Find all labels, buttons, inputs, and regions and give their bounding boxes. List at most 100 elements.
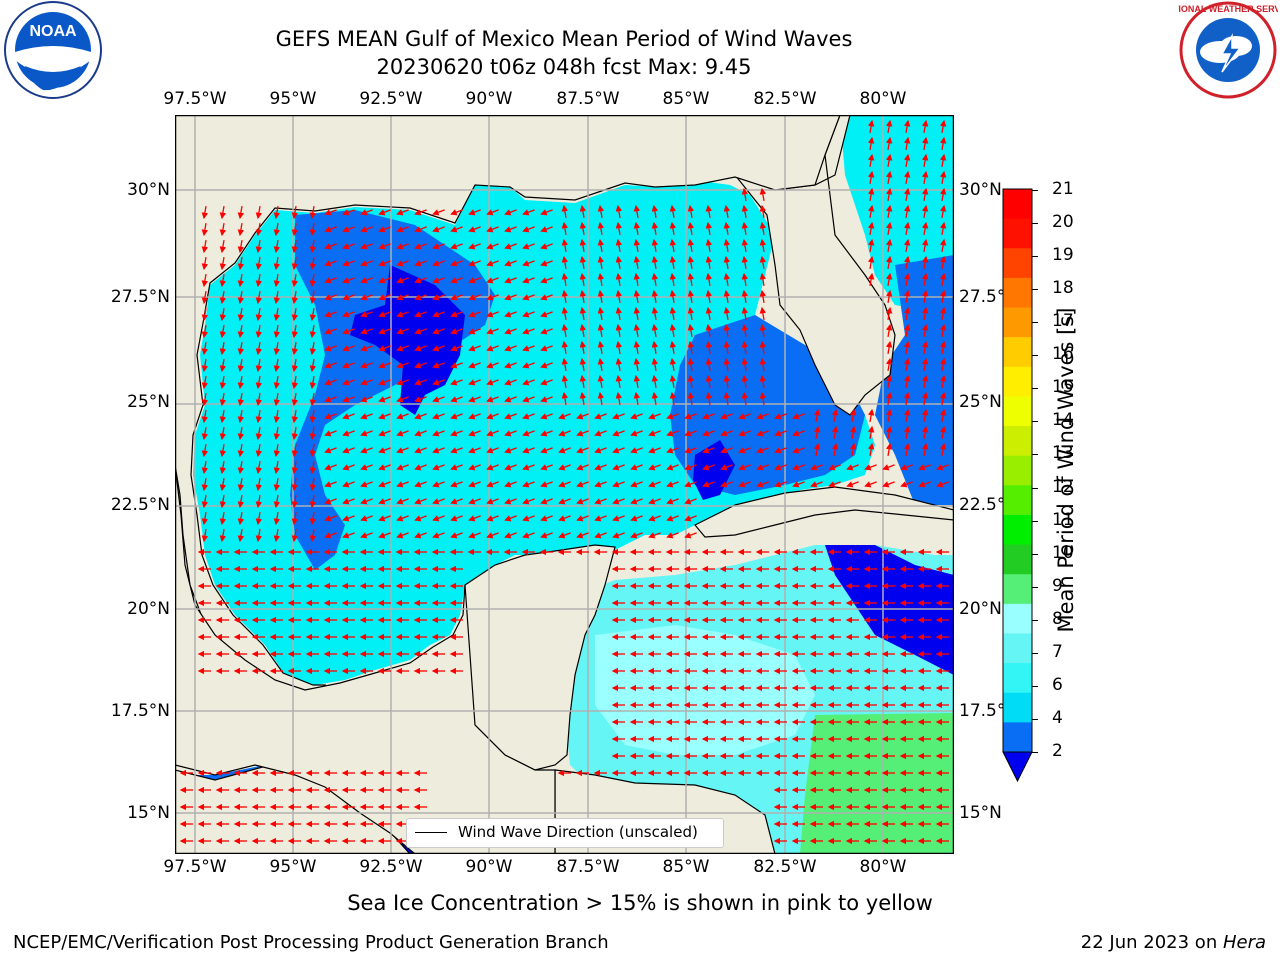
wave-arrow [612,413,625,420]
wave-arrow [219,205,227,220]
wave-arrow [342,447,355,454]
wave-arrow [903,340,911,355]
wave-arrow [468,209,481,216]
wave-arrow [324,498,337,505]
wave-arrow [615,221,623,236]
wave-arrow [939,238,947,253]
wave-arrow [885,221,893,236]
colorbar [1002,188,1033,783]
wave-arrow [324,515,337,522]
wave-arrow [273,341,281,356]
wave-arrow [522,260,535,267]
wave-arrow [936,464,949,471]
wave-arrow [309,511,317,526]
wave-arrow [342,277,355,284]
wave-arrow [669,289,677,304]
wave-arrow [651,306,659,321]
wave-arrow [201,307,209,322]
wave-arrow [450,226,463,233]
wave-arrow [666,481,679,488]
wave-arrow [687,204,695,219]
wave-arrow [468,226,481,233]
wave-arrow [939,221,947,236]
wave-arrow [669,340,677,355]
wave-arrow [342,243,355,250]
wave-arrow [468,379,481,386]
wave-arrow [741,204,749,219]
wave-arrow [813,425,821,440]
wave-arrow [741,391,749,406]
wave-arrow [939,255,947,270]
colorbar-tick-label: 19 [1052,245,1074,266]
wave-arrow [597,289,605,304]
wave-arrow [273,324,281,339]
wave-arrow [561,374,569,389]
wave-arrow [255,426,263,441]
wave-arrow [237,426,245,441]
footer-host: Hera [1222,932,1266,953]
wave-arrow [486,498,499,505]
wave-arrow [522,515,535,522]
wave-arrow [651,238,659,253]
wave-arrow [219,528,227,543]
wave-arrow [522,243,535,250]
lat-label-left: 27.5°N [110,287,170,307]
wave-arrow [576,498,589,505]
wave-arrow [255,375,263,390]
wave-arrow [396,226,409,233]
wave-arrow [414,413,427,420]
lon-label-bottom: 97.5°W [163,857,227,877]
colorbar-tick-mark [1032,520,1038,522]
wave-arrow [597,306,605,321]
wave-arrow [576,430,589,437]
wave-arrow [561,323,569,338]
wave-arrow [255,511,263,526]
wave-arrow [723,374,731,389]
wave-arrow [291,511,299,526]
wave-arrow [309,256,317,271]
wave-arrow [705,204,713,219]
wave-arrow [630,464,643,471]
wave-arrow [360,260,373,267]
wave-arrow [219,392,227,407]
wave-arrow [450,379,463,386]
wave-arrow [687,323,695,338]
wave-arrow [360,532,373,539]
legend-box: Wind Wave Direction (unscaled) [406,818,724,848]
wave-arrow [759,306,767,321]
wave-arrow [918,481,931,488]
wave-arrow [342,481,355,488]
wave-arrow [486,362,499,369]
wave-arrow [648,464,661,471]
wave-arrow [273,477,281,492]
wave-arrow [324,532,337,539]
wave-arrow [486,226,499,233]
wave-arrow [540,498,553,505]
wave-arrow [468,294,481,301]
wave-arrow [741,187,749,202]
wave-arrow [669,238,677,253]
wave-arrow [450,532,463,539]
wave-arrow [903,272,911,287]
wave-arrow [432,396,445,403]
wave-arrow [579,221,587,236]
wave-arrow [291,443,299,458]
wave-arrow [579,289,587,304]
wave-arrow [414,277,427,284]
wave-arrow [324,430,337,437]
wave-arrow [903,374,911,389]
wave-arrow [219,239,227,254]
wave-arrow [633,323,641,338]
wave-arrow [882,481,895,488]
wave-arrow [687,272,695,287]
wave-arrow [201,290,209,305]
lon-label-top: 87.5°W [556,89,620,109]
wave-arrow [504,226,517,233]
wave-arrow [432,226,445,233]
wave-arrow [486,396,499,403]
lon-label-top: 80°W [859,89,907,109]
wave-arrow [396,396,409,403]
wave-arrow [255,392,263,407]
wave-arrow [723,340,731,355]
wave-arrow [309,409,317,424]
